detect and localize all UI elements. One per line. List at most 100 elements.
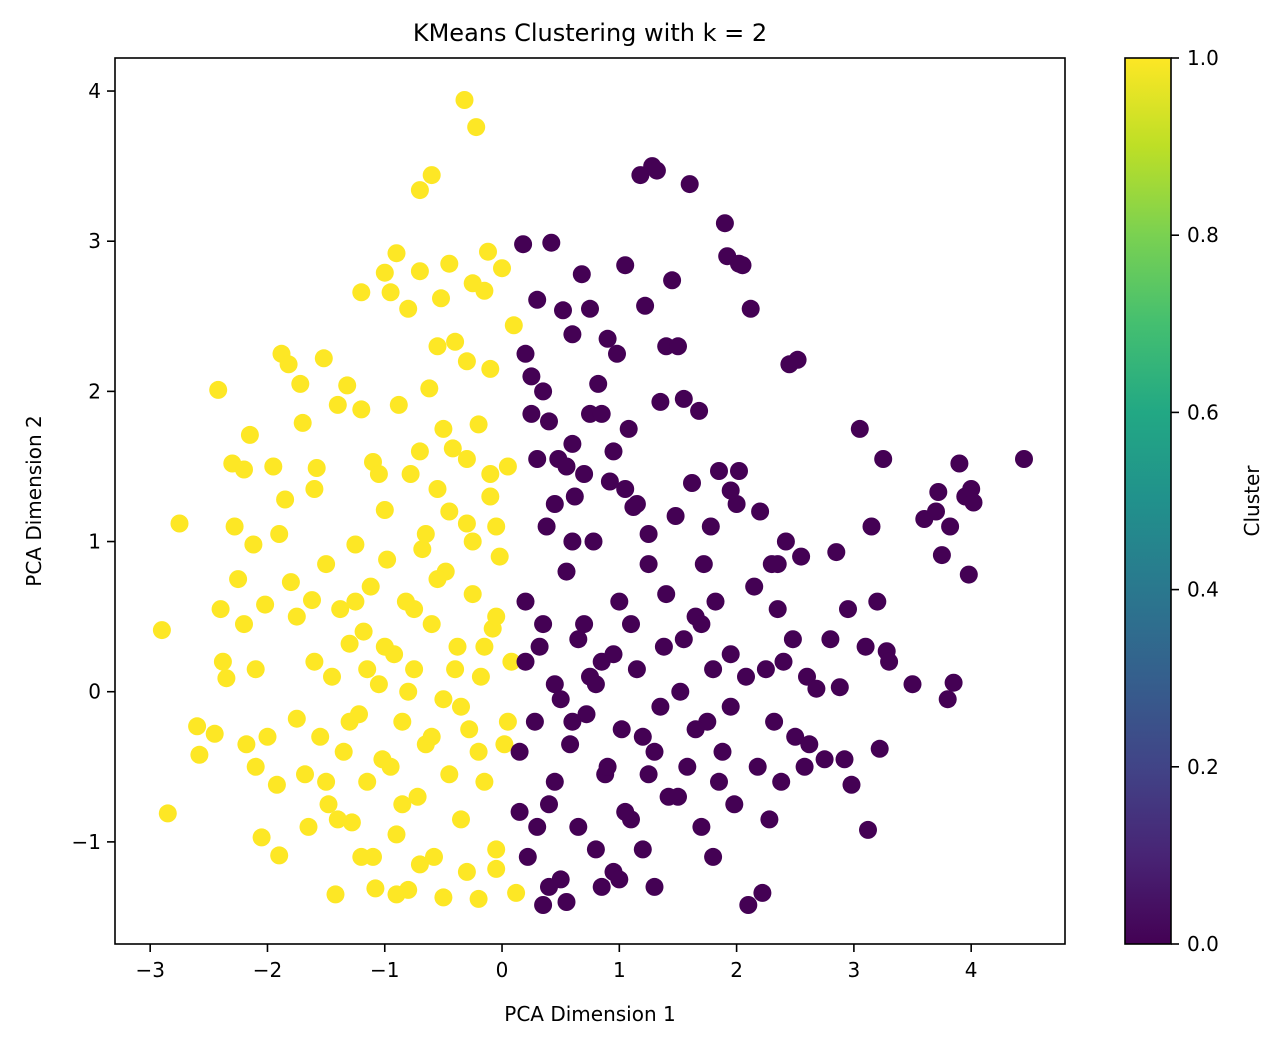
scatter-point-cluster-0 xyxy=(774,652,793,671)
scatter-point-cluster-0 xyxy=(518,847,537,866)
scatter-point-cluster-1 xyxy=(487,517,506,536)
scatter-point-cluster-0 xyxy=(929,483,948,501)
scatter-point-cluster-1 xyxy=(498,712,517,731)
scatter-point-cluster-1 xyxy=(493,259,511,278)
scatter-point-cluster-1 xyxy=(420,379,439,398)
scatter-point-cluster-0 xyxy=(598,329,617,348)
scatter-point-cluster-0 xyxy=(616,802,635,821)
scatter-point-cluster-0 xyxy=(733,256,752,275)
scatter-point-cluster-0 xyxy=(690,401,709,420)
scatter-point-cluster-1 xyxy=(361,577,380,596)
scatter-point-cluster-1 xyxy=(256,595,275,614)
scatter-point-cluster-0 xyxy=(710,462,728,480)
scatter-point-cluster-0 xyxy=(870,739,889,758)
scatter-point-cluster-0 xyxy=(610,870,629,889)
scatter-point-cluster-1 xyxy=(410,181,429,200)
scatter-point-cluster-1 xyxy=(307,459,326,477)
scatter-point-cluster-0 xyxy=(751,502,770,521)
scatter-point-cluster-0 xyxy=(795,757,814,776)
scatter-point-cluster-0 xyxy=(753,883,772,902)
scatter-point-cluster-1 xyxy=(446,660,465,679)
plot-frame xyxy=(114,57,1066,945)
scatter-point-cluster-0 xyxy=(581,299,599,318)
scatter-point-cluster-1 xyxy=(235,615,253,634)
scatter-point-cluster-0 xyxy=(534,896,553,914)
y-tick-label: 3 xyxy=(88,229,101,253)
scatter-point-cluster-0 xyxy=(715,214,734,233)
scatter-point-cluster-1 xyxy=(422,166,441,185)
scatter-point-cluster-0 xyxy=(563,712,582,731)
scatter-point-cluster-0 xyxy=(862,517,881,536)
scatter-point-cluster-1 xyxy=(314,349,333,368)
scatter-point-cluster-1 xyxy=(399,299,418,318)
scatter-point-cluster-0 xyxy=(1015,450,1033,468)
scatter-point-cluster-0 xyxy=(525,712,544,731)
colorbar-tick-label: 0.6 xyxy=(1187,400,1219,424)
scatter-point-cluster-0 xyxy=(674,630,693,649)
scatter-point-cluster-0 xyxy=(783,630,802,649)
scatter-point-cluster-1 xyxy=(401,465,420,483)
scatter-point-cluster-0 xyxy=(651,697,670,716)
scatter-point-cluster-1 xyxy=(326,885,345,904)
scatter-point-cluster-1 xyxy=(346,535,365,554)
scatter-point-cluster-1 xyxy=(296,765,314,784)
scatter-point-cluster-0 xyxy=(651,392,670,411)
scatter-point-cluster-0 xyxy=(692,615,711,634)
scatter-point-cluster-0 xyxy=(516,592,535,611)
scatter-point-cluster-1 xyxy=(358,660,377,679)
scatter-point-cluster-0 xyxy=(540,412,558,431)
scatter-point-cluster-0 xyxy=(962,480,981,498)
scatter-point-cluster-0 xyxy=(756,660,775,679)
scatter-point-cluster-1 xyxy=(504,316,523,335)
scatter-point-cluster-1 xyxy=(209,380,228,399)
scatter-point-cluster-1 xyxy=(158,804,177,823)
scatter-point-cluster-0 xyxy=(639,525,658,543)
scatter-point-cluster-0 xyxy=(772,772,791,791)
scatter-point-cluster-0 xyxy=(647,161,666,180)
scatter-point-cluster-0 xyxy=(776,532,795,551)
scatter-point-cluster-1 xyxy=(467,118,486,137)
scatter-point-cluster-0 xyxy=(604,645,623,664)
scatter-point-cluster-1 xyxy=(405,660,424,679)
scatter-point-cluster-0 xyxy=(950,454,969,473)
scatter-point-cluster-1 xyxy=(440,502,459,521)
y-tick-label: 2 xyxy=(88,379,101,403)
scatter-point-cluster-1 xyxy=(422,727,441,746)
scatter-point-cluster-0 xyxy=(927,502,945,521)
scatter-point-cluster-0 xyxy=(704,660,723,679)
x-tick-label: 1 xyxy=(613,958,626,982)
y-tick-label: 0 xyxy=(88,680,101,704)
scatter-point-cluster-1 xyxy=(410,855,429,874)
colorbar-frame xyxy=(1124,57,1172,945)
scatter-point-cluster-0 xyxy=(686,720,705,739)
scatter-point-cluster-0 xyxy=(561,735,580,754)
scatter-point-cluster-1 xyxy=(244,535,263,554)
scatter-point-cluster-1 xyxy=(460,720,479,739)
scatter-point-cluster-1 xyxy=(389,395,408,414)
scatter-point-cluster-0 xyxy=(563,434,582,453)
scatter-point-cluster-1 xyxy=(211,600,230,619)
scatter-point-cluster-0 xyxy=(713,742,732,761)
scatter-point-cluster-1 xyxy=(413,540,432,559)
scatter-points xyxy=(152,91,1033,914)
scatter-point-cluster-0 xyxy=(807,679,826,698)
scatter-point-cluster-1 xyxy=(425,847,443,866)
scatter-point-cluster-0 xyxy=(639,765,658,784)
scatter-point-cluster-1 xyxy=(463,532,482,551)
scatter-point-cluster-0 xyxy=(721,481,740,500)
colorbar xyxy=(1125,58,1171,944)
scatter-point-cluster-0 xyxy=(586,675,605,694)
scatter-point-cluster-0 xyxy=(839,600,857,619)
scatter-point-cluster-1 xyxy=(205,724,224,743)
colorbar-tick-label: 0.4 xyxy=(1187,578,1219,602)
scatter-point-cluster-1 xyxy=(440,765,459,784)
scatter-point-cluster-0 xyxy=(608,344,626,363)
scatter-point-cluster-1 xyxy=(432,289,450,308)
scatter-point-cluster-1 xyxy=(452,810,470,829)
scatter-point-cluster-1 xyxy=(457,514,476,533)
scatter-point-cluster-1 xyxy=(287,709,306,728)
scatter-point-cluster-0 xyxy=(522,367,541,386)
x-tick-label: 2 xyxy=(730,958,743,982)
scatter-point-cluster-0 xyxy=(604,442,623,461)
